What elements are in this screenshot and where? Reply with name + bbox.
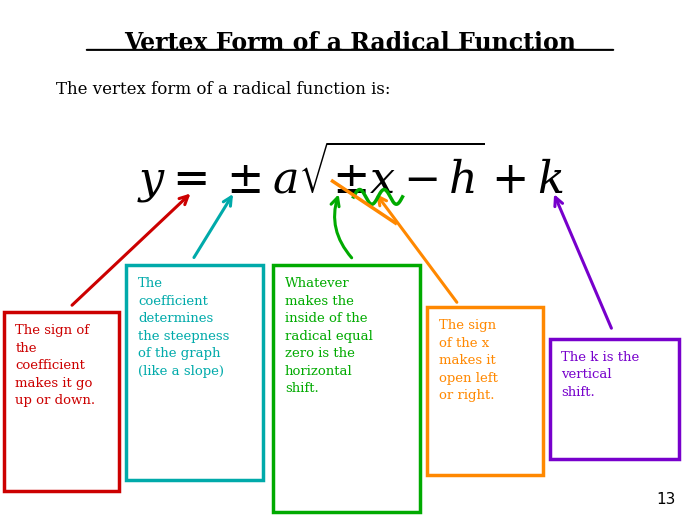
Text: Vertex Form of a Radical Function: Vertex Form of a Radical Function [124, 32, 576, 56]
Text: The vertex form of a radical function is:: The vertex form of a radical function is… [56, 81, 391, 98]
Text: The sign of
the
coefficient
makes it go
up or down.: The sign of the coefficient makes it go … [15, 324, 95, 407]
FancyBboxPatch shape [4, 312, 119, 491]
Text: 13: 13 [656, 491, 676, 507]
Text: Whatever
makes the
inside of the
radical equal
zero is the
horizontal
shift.: Whatever makes the inside of the radical… [285, 277, 373, 395]
Text: $y = \pm a\sqrt{\pm x - h} + k$: $y = \pm a\sqrt{\pm x - h} + k$ [136, 139, 564, 205]
FancyBboxPatch shape [427, 307, 542, 475]
FancyBboxPatch shape [126, 265, 262, 480]
Text: The k is the
vertical
shift.: The k is the vertical shift. [561, 351, 640, 398]
Text: The
coefficient
determines
the steepness
of the graph
(like a slope): The coefficient determines the steepness… [138, 277, 230, 377]
FancyBboxPatch shape [273, 265, 420, 512]
FancyBboxPatch shape [550, 339, 679, 459]
Text: The sign
of the x
makes it
open left
or right.: The sign of the x makes it open left or … [439, 319, 498, 402]
